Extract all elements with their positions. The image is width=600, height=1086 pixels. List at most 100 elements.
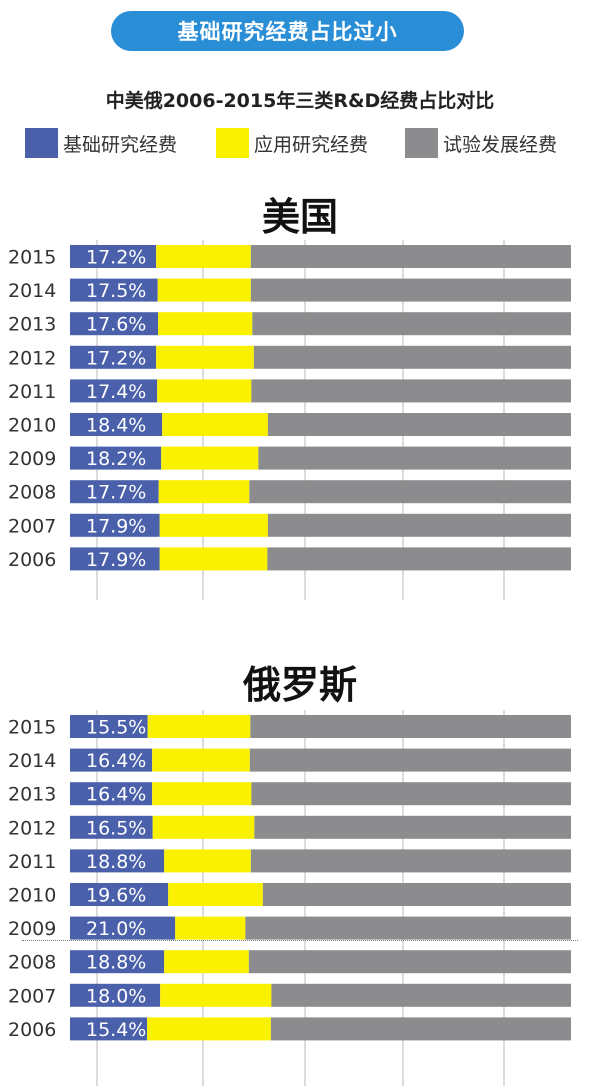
year-label: 2012 xyxy=(8,817,56,839)
bar-segment-basic xyxy=(70,815,153,839)
year-label: 2013 xyxy=(8,784,56,806)
bar-segment-experimental xyxy=(245,916,571,940)
bar-segment-applied xyxy=(156,245,251,268)
bar-segment-applied xyxy=(147,715,251,738)
bar-segment-experimental xyxy=(251,782,571,806)
year-label: 2015 xyxy=(8,247,56,269)
legend-item-applied: 应用研究经费 xyxy=(216,128,368,158)
value-label: 18.8% xyxy=(86,952,146,974)
year-label: 2009 xyxy=(8,448,56,470)
bar-segment-experimental xyxy=(249,748,571,772)
bar-segment-basic xyxy=(70,1017,148,1041)
legend-swatch-basic xyxy=(25,128,58,158)
bar-segment-basic xyxy=(70,547,160,571)
bar-segment-applied xyxy=(159,513,268,537)
value-label: 18.4% xyxy=(86,415,146,437)
russia-section-title: 俄罗斯 xyxy=(242,662,357,707)
value-label: 17.9% xyxy=(86,515,146,537)
bar-segment-basic xyxy=(70,950,165,974)
bar-segment-applied xyxy=(152,748,250,772)
bar-segment-applied xyxy=(152,782,252,806)
bar-segment-experimental xyxy=(250,849,571,873)
year-label: 2008 xyxy=(8,952,56,974)
legend-item-basic: 基础研究经费 xyxy=(25,128,177,158)
value-label: 17.5% xyxy=(86,280,146,302)
bar-segment-experimental xyxy=(267,513,571,537)
bar-segment-applied xyxy=(147,1017,271,1041)
bar-segment-experimental xyxy=(250,278,571,302)
legend-label-applied: 应用研究经费 xyxy=(254,133,369,156)
year-label: 2008 xyxy=(8,482,56,504)
value-label: 18.8% xyxy=(86,851,146,873)
bar-segment-experimental xyxy=(251,379,571,403)
value-label: 18.0% xyxy=(86,985,146,1007)
legend-swatch-applied xyxy=(216,128,249,158)
legend-item-experimental: 试验发展经费 xyxy=(405,128,557,158)
value-label: 16.5% xyxy=(86,817,146,839)
bar-segment-basic xyxy=(70,413,163,436)
bar-segment-experimental xyxy=(267,547,571,571)
bar-segment-experimental xyxy=(267,413,571,436)
year-label: 2012 xyxy=(8,347,56,369)
bar-segment-basic xyxy=(70,715,148,738)
dotted-separator xyxy=(22,940,578,941)
usa-section-title: 美国 xyxy=(261,194,338,239)
value-label: 17.6% xyxy=(86,314,146,336)
bar-segment-applied xyxy=(160,983,272,1007)
value-label: 16.4% xyxy=(86,784,146,806)
bar-segment-applied xyxy=(158,480,250,504)
bar-segment-experimental xyxy=(250,715,572,738)
value-label: 15.4% xyxy=(86,1019,146,1041)
bar-segment-experimental xyxy=(270,1017,571,1041)
year-label: 2014 xyxy=(8,280,56,302)
legend-swatch-experimental xyxy=(405,128,438,158)
year-label: 2015 xyxy=(8,717,56,739)
bar-segment-basic xyxy=(70,245,157,268)
bar-segment-basic xyxy=(70,983,161,1007)
bar-segment-basic xyxy=(70,782,153,806)
value-label: 16.4% xyxy=(86,750,146,772)
bar-segment-applied xyxy=(157,278,251,302)
bar-segment-experimental xyxy=(248,950,571,974)
bar-segment-applied xyxy=(164,849,251,873)
bar-segment-basic xyxy=(70,916,176,940)
value-label: 21.0% xyxy=(86,918,146,940)
bar-segment-basic xyxy=(70,278,158,302)
bar-segment-applied xyxy=(175,916,246,940)
value-label: 17.2% xyxy=(86,247,146,269)
bar-segment-experimental xyxy=(254,815,572,839)
bar-segment-applied xyxy=(168,883,263,906)
value-label: 17.2% xyxy=(86,347,146,369)
legend-label-basic: 基础研究经费 xyxy=(63,133,178,156)
bar-segment-experimental xyxy=(262,883,571,906)
title-banner: 基础研究经费占比过小 xyxy=(111,11,464,51)
value-label: 17.7% xyxy=(86,482,146,504)
bar-segment-experimental xyxy=(271,983,571,1007)
value-label: 17.4% xyxy=(86,381,146,403)
year-label: 2011 xyxy=(8,381,56,403)
value-label: 19.6% xyxy=(86,885,146,907)
bar-segment-experimental xyxy=(249,480,571,504)
page-title: 基础研究经费占比过小 xyxy=(177,20,398,44)
bar-segment-basic xyxy=(70,312,159,336)
bar-segment-basic xyxy=(70,379,158,403)
bar-segment-applied xyxy=(152,815,255,839)
bar-segment-experimental xyxy=(252,312,571,336)
bar-segment-basic xyxy=(70,480,159,504)
year-label: 2009 xyxy=(8,918,56,940)
bar-segment-experimental xyxy=(253,345,571,369)
bar-segment-basic xyxy=(70,345,157,369)
year-label: 2010 xyxy=(8,415,56,437)
bar-segment-applied xyxy=(156,345,254,369)
year-label: 2013 xyxy=(8,314,56,336)
year-label: 2006 xyxy=(8,549,56,571)
bar-segment-applied xyxy=(161,446,259,470)
bar-segment-basic xyxy=(70,849,165,873)
bar-segment-applied xyxy=(159,547,268,571)
bar-segment-applied xyxy=(158,312,253,336)
legend-label-experimental: 试验发展经费 xyxy=(443,133,558,156)
year-label: 2006 xyxy=(8,1019,56,1041)
year-label: 2007 xyxy=(8,985,56,1007)
value-label: 18.2% xyxy=(86,448,146,470)
